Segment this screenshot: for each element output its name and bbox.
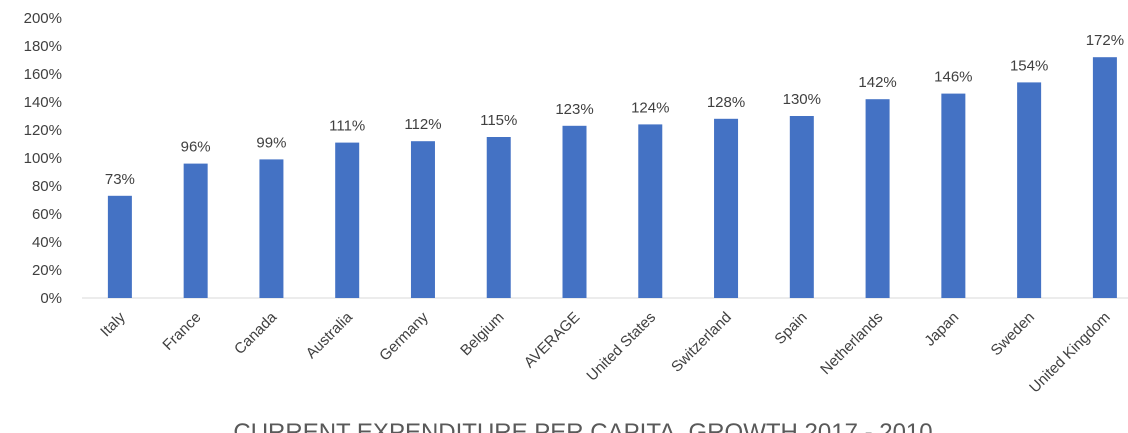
bar xyxy=(714,118,739,298)
chart-title: CURRENT EXPENDITURE PER CAPITA, GROWTH 2… xyxy=(233,419,932,433)
y-tick-label: 120% xyxy=(24,122,62,139)
data-label: 96% xyxy=(181,139,211,156)
data-label: 128% xyxy=(707,94,745,111)
x-tick-label: Belgium xyxy=(457,309,507,359)
x-tick-label: Sweden xyxy=(988,309,1038,359)
data-label: 172% xyxy=(1086,32,1124,49)
x-tick-label: Switzerland xyxy=(668,309,735,376)
y-tick-label: 160% xyxy=(24,66,62,83)
x-tick-label: Canada xyxy=(231,308,281,358)
y-tick-label: 140% xyxy=(24,94,62,111)
x-tick-label: Germany xyxy=(376,308,432,364)
bar xyxy=(941,93,966,298)
y-tick-label: 200% xyxy=(24,10,62,27)
data-label: 112% xyxy=(404,116,441,133)
data-label: 123% xyxy=(555,101,593,118)
bar xyxy=(789,116,814,298)
x-tick-label: Australia xyxy=(303,308,357,362)
data-label: 73% xyxy=(105,171,135,188)
data-label: 146% xyxy=(934,69,972,86)
bar xyxy=(183,163,208,298)
bar xyxy=(1017,82,1042,299)
bar xyxy=(486,137,511,298)
data-label: 142% xyxy=(858,74,896,91)
x-tick-label: United Kingdom xyxy=(1026,309,1113,396)
data-label: 99% xyxy=(256,134,286,151)
y-tick-label: 60% xyxy=(32,206,62,223)
x-tick-label: Spain xyxy=(771,309,810,348)
bar xyxy=(107,195,132,298)
bar xyxy=(562,125,587,298)
x-tick-label: AVERAGE xyxy=(521,309,584,372)
bar xyxy=(259,159,284,298)
y-tick-label: 40% xyxy=(32,234,62,251)
x-tick-label: Netherlands xyxy=(817,309,886,378)
bar xyxy=(335,142,360,298)
bar xyxy=(1092,57,1117,299)
x-tick-label: United States xyxy=(583,309,659,385)
bar xyxy=(865,99,890,298)
bar xyxy=(410,141,435,298)
data-label: 130% xyxy=(783,91,821,108)
data-label: 124% xyxy=(631,99,669,116)
y-tick-label: 100% xyxy=(24,150,62,167)
x-tick-label: France xyxy=(159,309,204,354)
y-tick-label: 0% xyxy=(40,290,62,307)
x-tick-label: Italy xyxy=(97,308,129,340)
data-label: 115% xyxy=(480,112,517,129)
y-tick-label: 20% xyxy=(32,262,62,279)
x-tick-label: Japan xyxy=(921,309,962,350)
bar xyxy=(638,124,663,299)
y-tick-label: 80% xyxy=(32,178,62,195)
data-label: 154% xyxy=(1010,57,1048,74)
data-label: 111% xyxy=(329,118,365,135)
y-tick-label: 180% xyxy=(24,38,62,55)
